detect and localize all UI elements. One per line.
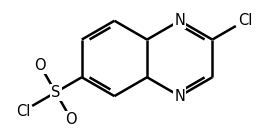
Text: O: O bbox=[34, 58, 46, 73]
Text: Cl: Cl bbox=[238, 13, 252, 28]
Text: N: N bbox=[174, 89, 185, 104]
Text: N: N bbox=[174, 13, 185, 28]
Text: O: O bbox=[65, 112, 77, 127]
Text: S: S bbox=[51, 85, 60, 100]
Text: Cl: Cl bbox=[16, 104, 30, 119]
